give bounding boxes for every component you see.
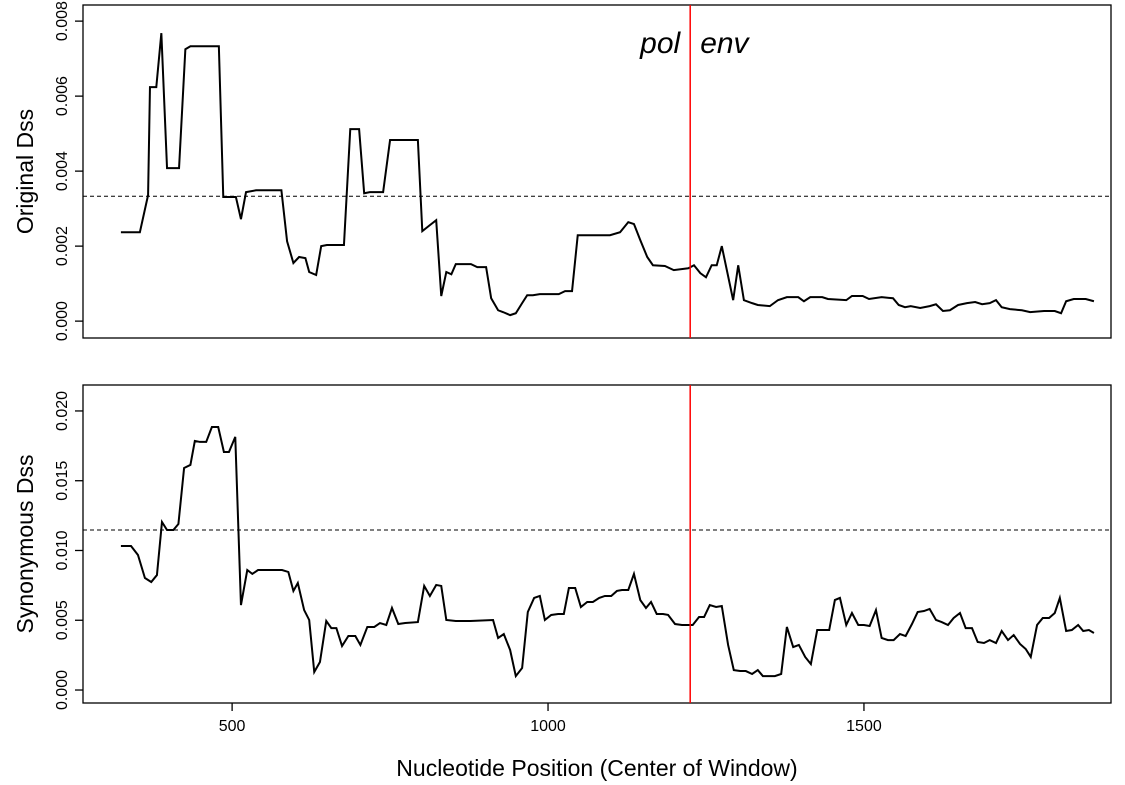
- y-tick-label: 0.005: [54, 600, 71, 640]
- y-tick-label: 0.006: [54, 76, 71, 116]
- x-tick-label: 500: [219, 718, 246, 735]
- y-tick-label: 0.000: [54, 301, 71, 341]
- y-tick-label: 0.008: [54, 1, 71, 41]
- plot-frame: [82, 4, 1112, 339]
- y-tick-label: 0.010: [54, 530, 71, 570]
- data-line: [120, 33, 1095, 317]
- y-tick-label: 0.020: [54, 391, 71, 431]
- gene-label: env: [700, 27, 750, 60]
- y-tick-label: 0.002: [54, 226, 71, 266]
- x-tick-label: 1000: [530, 718, 566, 735]
- y-tick-label: 0.015: [54, 461, 71, 501]
- y-axis-label: Original Dss: [12, 109, 38, 234]
- data-line: [120, 426, 1095, 679]
- gene-label: pol: [639, 27, 681, 60]
- y-tick-label: 0.004: [54, 151, 71, 191]
- x-axis-label: Nucleotide Position (Center of Window): [396, 755, 797, 781]
- y-tick-label: 0.000: [54, 670, 71, 710]
- x-tick-label: 1500: [846, 718, 882, 735]
- y-axis-label: Synonymous Dss: [12, 455, 38, 634]
- plot-frame: [82, 384, 1112, 704]
